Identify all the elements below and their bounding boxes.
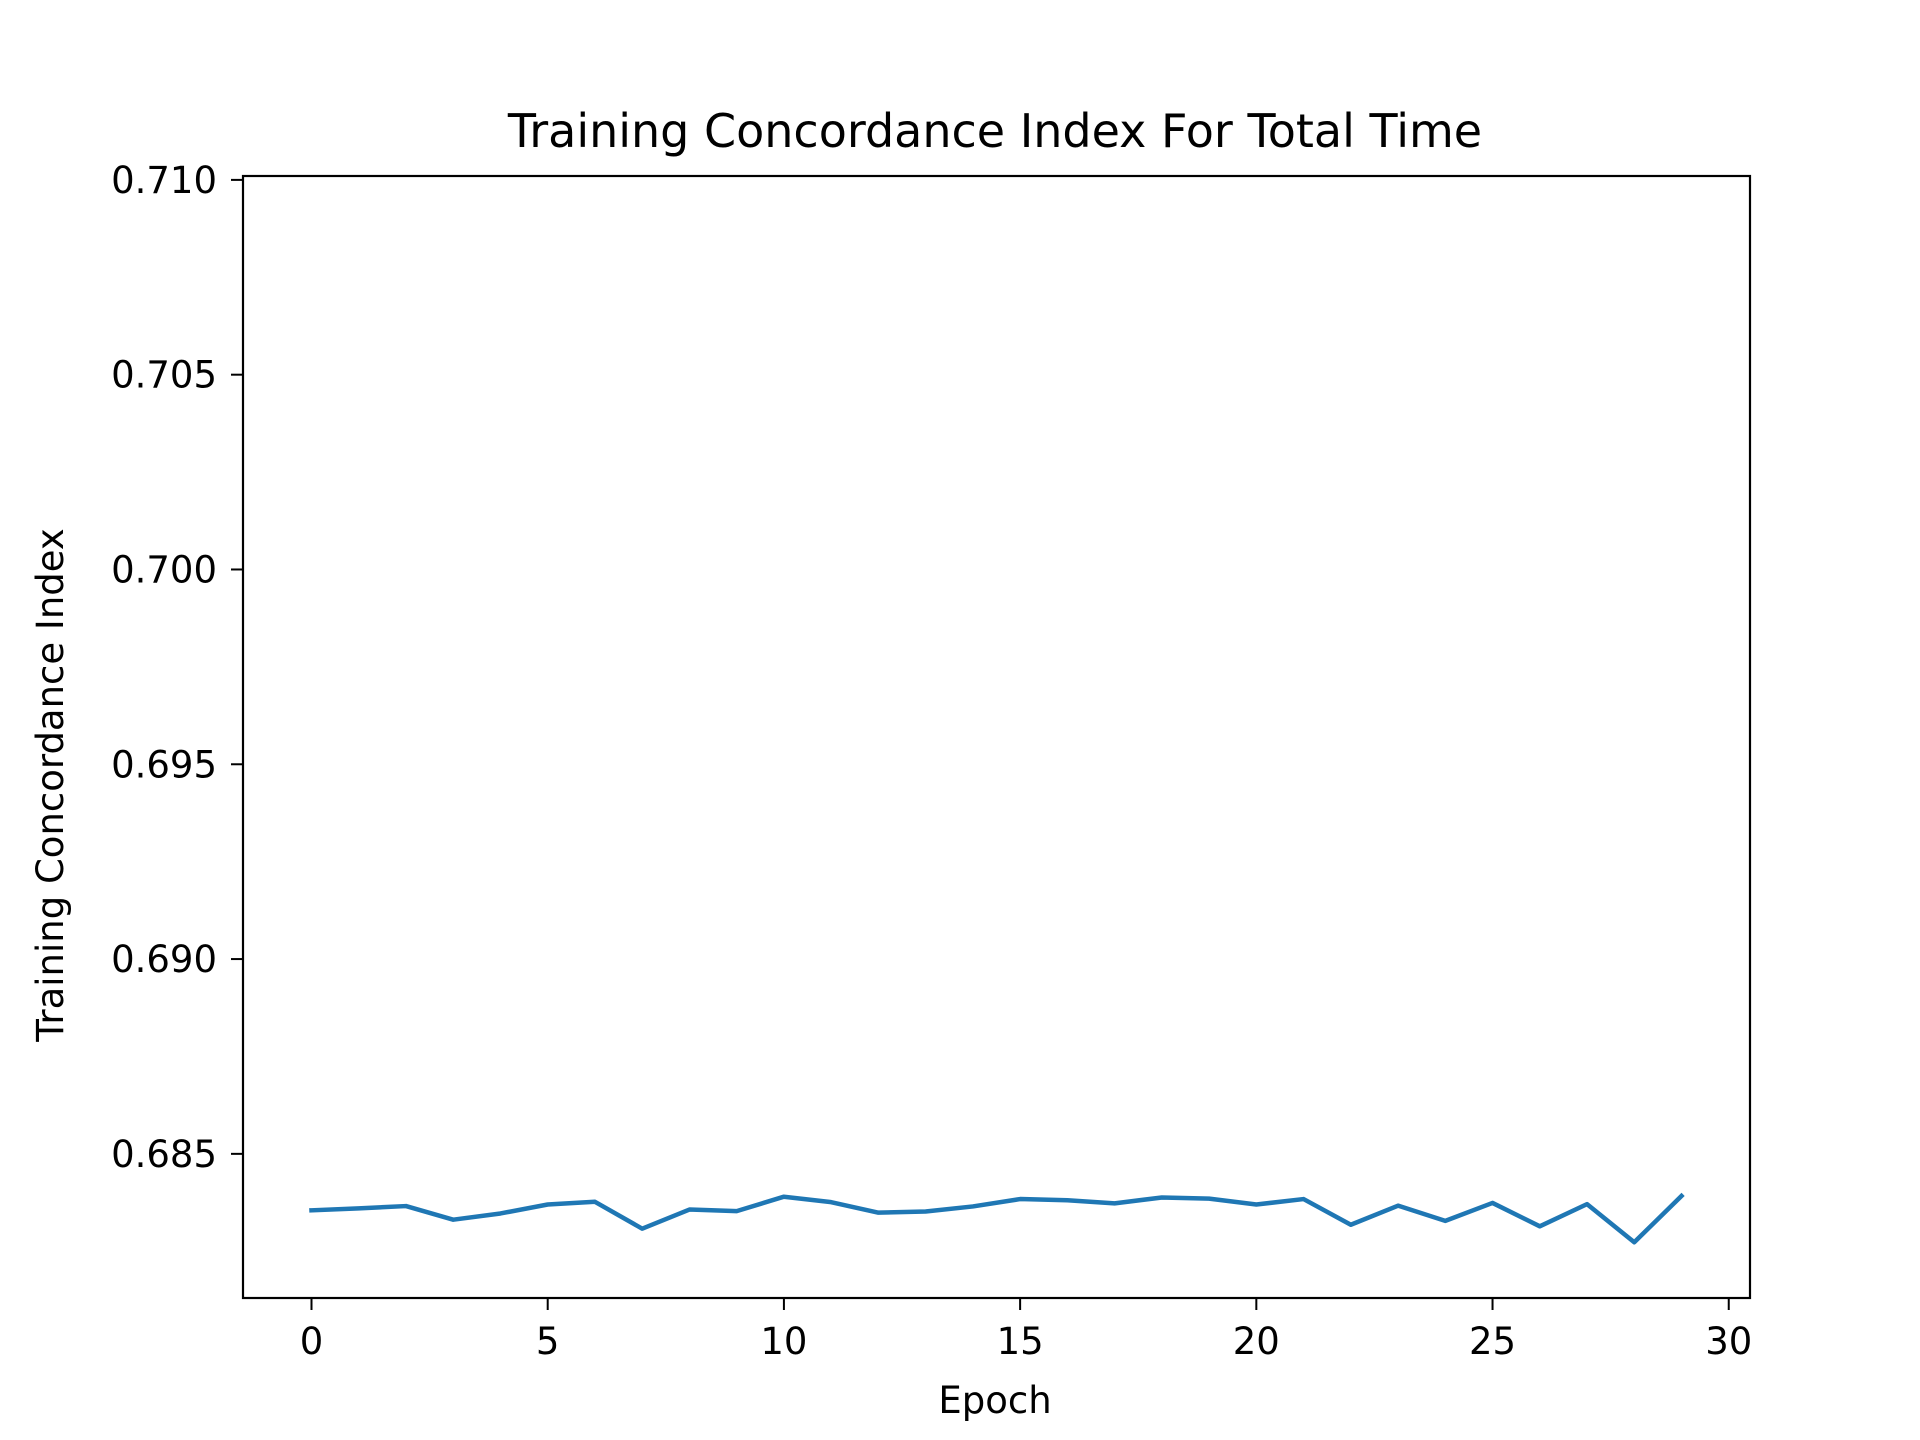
y-tick-label: 0.705	[111, 354, 217, 397]
y-axis-label: Training Concordance Index	[29, 528, 72, 1043]
y-tick-label: 0.685	[111, 1133, 217, 1176]
plot-area: 0 5 10 15 20 25 30 0.685 0.690 0.695 0.700 0.705 0.7…	[111, 159, 1752, 1363]
axes-frame	[241, 174, 1752, 1300]
x-tick-label: 0	[300, 1320, 324, 1363]
y-tick-label: 0.710	[111, 159, 217, 202]
y-tick-label: 0.690	[111, 938, 217, 981]
x-tick-label: 10	[760, 1320, 807, 1363]
y-tick-label: 0.700	[111, 548, 217, 591]
x-tick-label: 15	[997, 1320, 1044, 1363]
x-tick-label: 30	[1705, 1320, 1752, 1363]
x-tick-label: 20	[1233, 1320, 1280, 1363]
x-axis-label: Epoch	[938, 1379, 1051, 1422]
y-tick-label: 0.695	[111, 743, 217, 786]
chart-title: Training Concordance Index For Total Tim…	[507, 104, 1482, 158]
x-tick-label: 25	[1469, 1320, 1516, 1363]
x-tick-label: 5	[536, 1320, 560, 1363]
series-line-0	[309, 1192, 1685, 1245]
